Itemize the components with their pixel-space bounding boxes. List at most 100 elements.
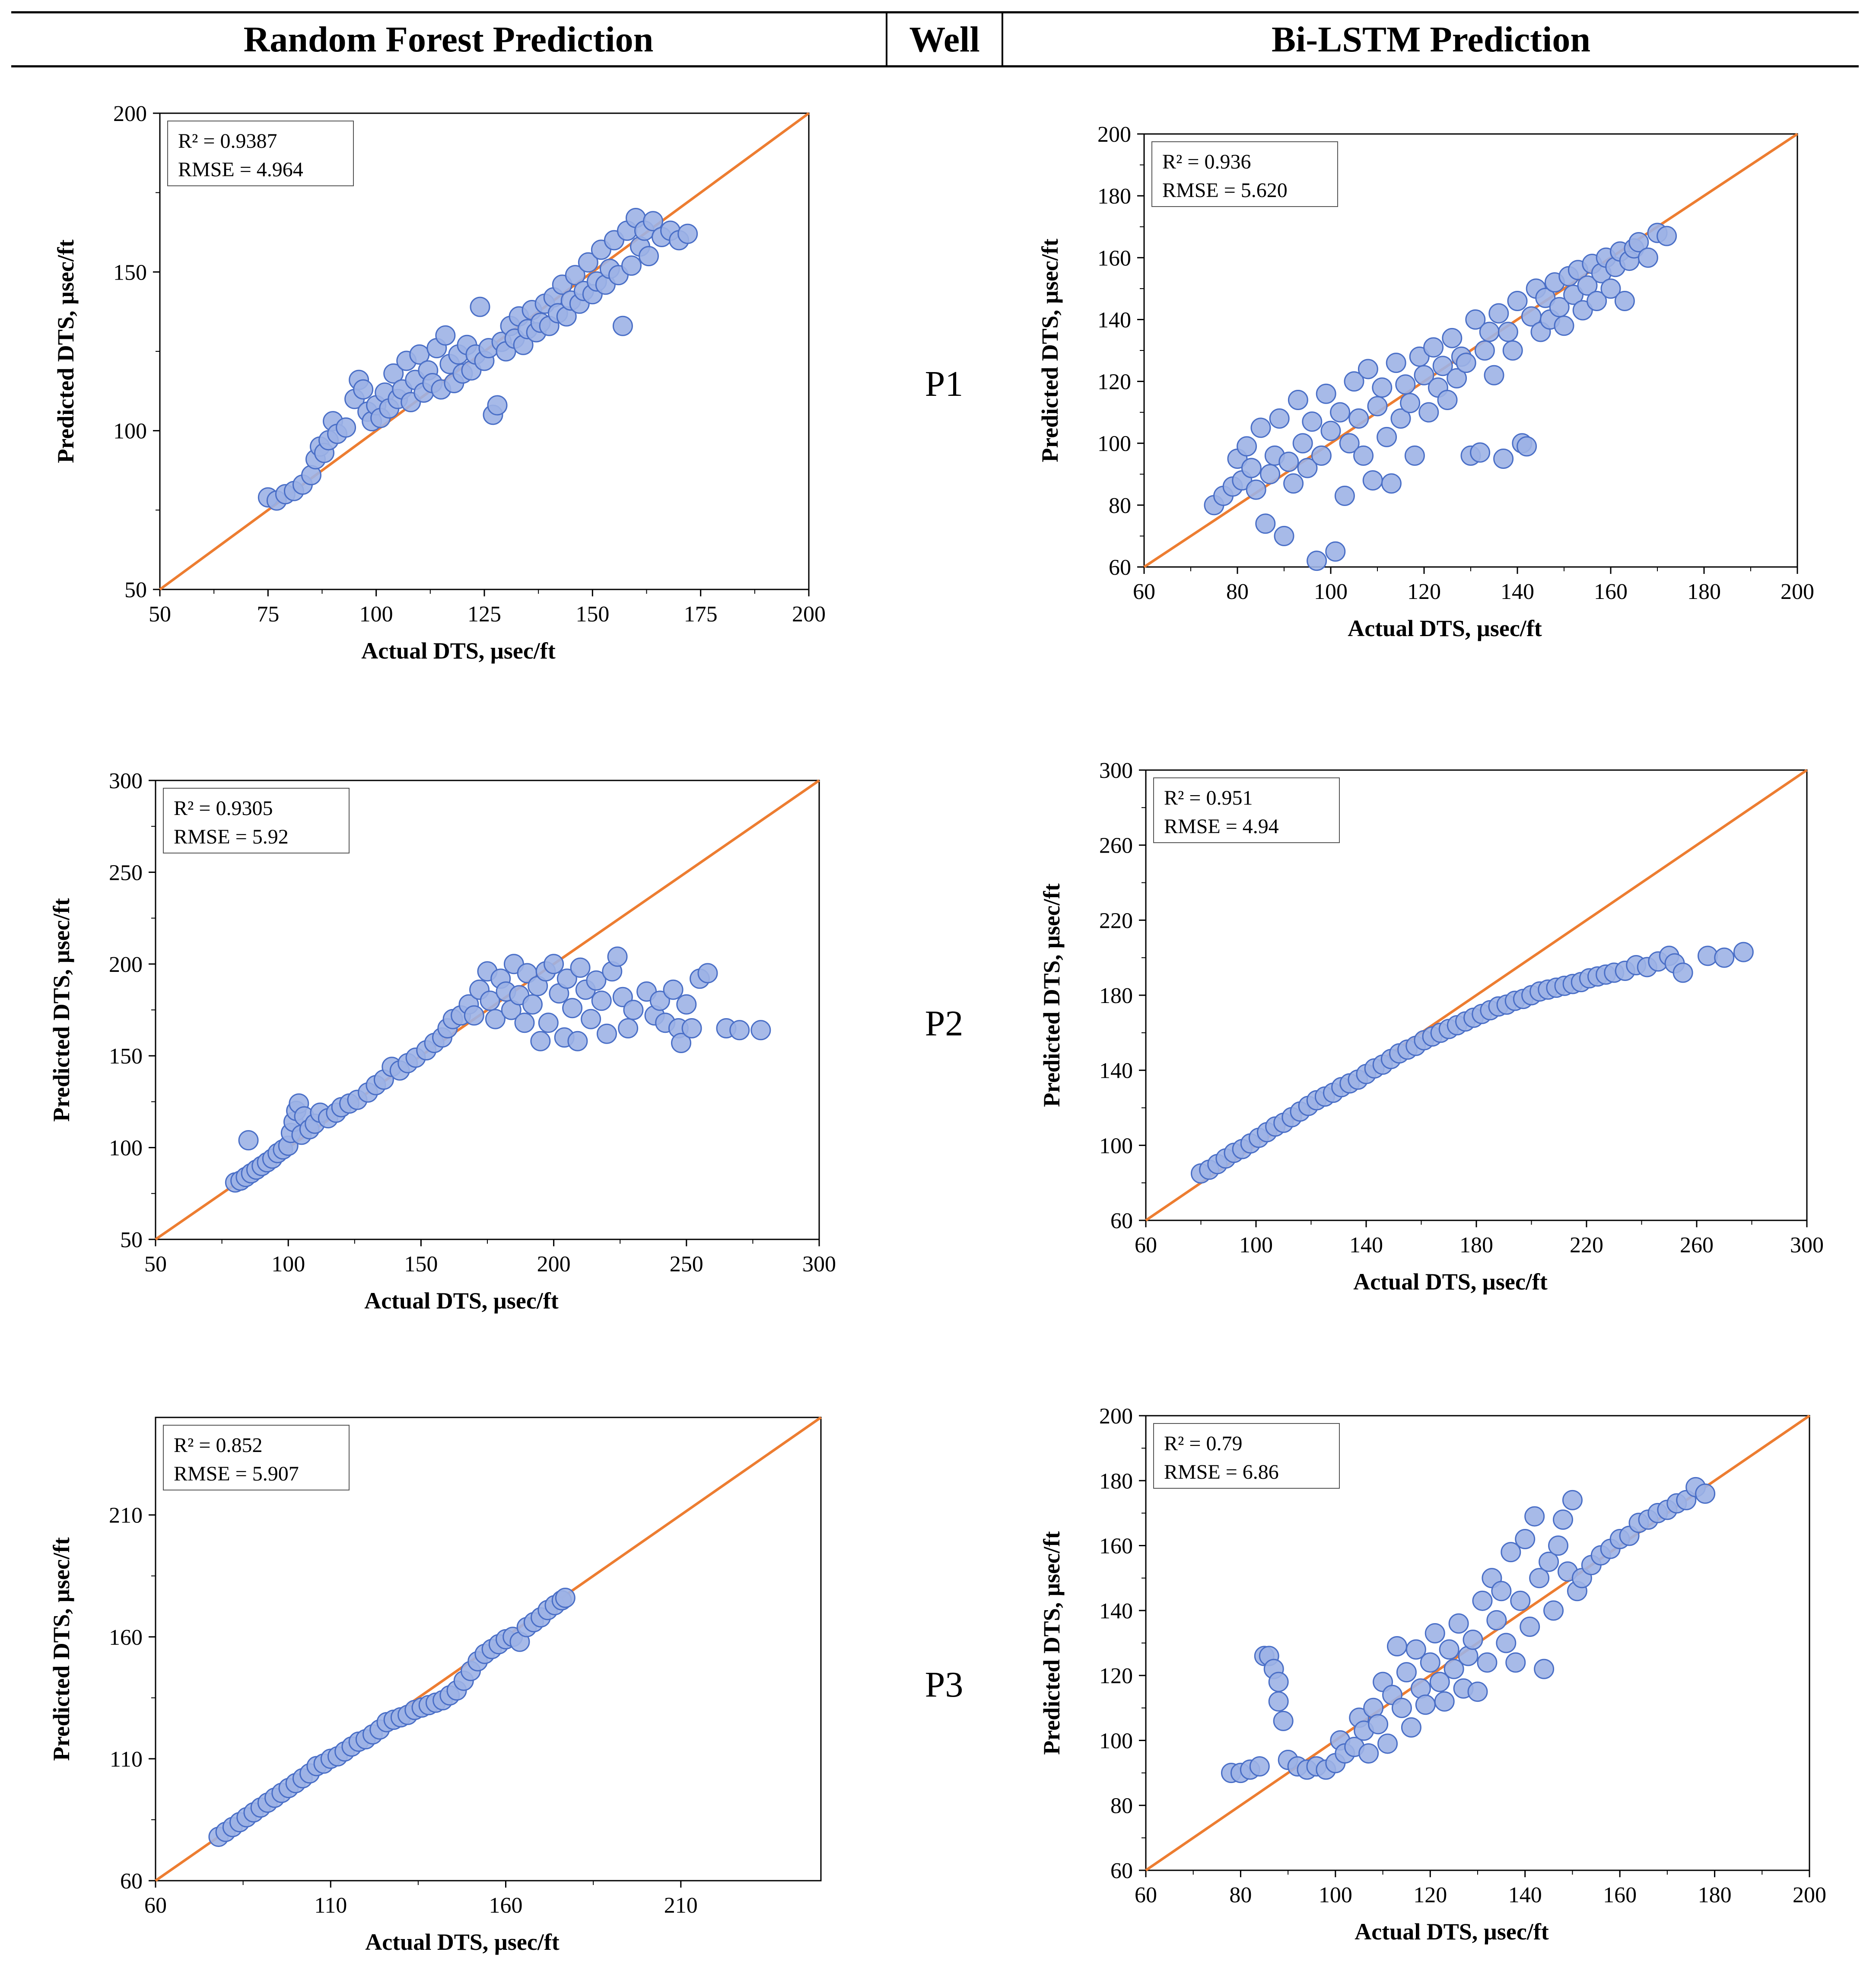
y-tick-label: 220 [1099,908,1133,933]
data-point [1283,473,1304,494]
data-point [1311,445,1332,466]
data-point [1534,1659,1555,1679]
data-point [1325,541,1346,562]
data-point [1520,1616,1540,1637]
data-point [1554,315,1574,336]
data-point [530,1031,551,1051]
data-point [671,1032,692,1053]
data-point [1429,1672,1450,1692]
y-tick-label: 80 [1110,1794,1133,1818]
y-tick-label: 120 [1097,370,1131,395]
data-point [1386,353,1406,373]
data-point [1600,278,1621,299]
data-point [1524,1506,1545,1527]
x-tick-label: 125 [467,602,501,627]
y-tick-label: 150 [109,1044,143,1069]
data-point [1502,340,1523,361]
data-point [1249,1756,1270,1777]
y-tick-label: 180 [1097,184,1131,209]
x-tick-label: 250 [670,1252,703,1277]
data-point [1400,393,1421,414]
data-point [607,946,628,967]
header-bilstm: Bi-LSTM Prediction [1271,19,1591,60]
data-point [1339,433,1360,454]
y-tick-label: 60 [1110,1209,1133,1233]
data-point [1250,417,1271,438]
x-tick-label: 180 [1698,1883,1732,1907]
data-point [1381,473,1402,494]
stats-box [1153,1423,1340,1489]
data-point [729,1020,750,1041]
data-point [464,1005,484,1026]
data-point [1269,408,1290,429]
data-point [596,1023,617,1044]
data-point [1535,287,1556,308]
y-tick-label: 50 [120,1228,143,1252]
data-point [681,1018,702,1038]
x-tick-label: 60 [1135,1883,1157,1907]
data-point [336,417,356,438]
y-tick-label: 260 [1099,834,1133,858]
data-point [1423,337,1444,358]
stats-box [163,1425,350,1490]
data-point [612,315,633,336]
data-point [1377,427,1397,447]
data-point [1260,464,1281,484]
data-point [1307,551,1327,571]
data-point [1572,300,1593,321]
data-point [1288,390,1308,411]
data-point [1628,232,1649,252]
x-axis-label: Actual DTS, µsec/ft [364,1288,559,1314]
data-point [578,252,598,273]
rmse-label: RMSE = 5.92 [174,825,289,848]
y-tick-label: 50 [124,578,147,602]
data-point [623,1000,644,1020]
data-point [1316,383,1336,404]
r2-label: R² = 0.951 [1164,786,1253,809]
data-point [556,968,577,989]
data-point [649,990,670,1011]
data-point [470,296,490,317]
x-tick-label: 60 [144,1893,167,1918]
data-point [1432,356,1453,376]
data-point [1255,513,1276,534]
x-axis-label: Actual DTS, µsec/ft [365,1929,560,1955]
x-tick-label: 50 [144,1252,167,1277]
header-row: Random Forest Prediction Well Bi-LSTM Pr… [11,11,1859,67]
x-tick-label: 60 [1135,1233,1157,1258]
y-tick-label: 160 [109,1625,143,1650]
x-axis-label: Actual DTS, µsec/ft [1355,1919,1549,1945]
r2-label: R² = 0.936 [1162,150,1251,173]
data-point [1273,1710,1294,1731]
y-axis-label: Predicted DTS, µsec/ft [48,1537,74,1761]
well-label-p3: P3 [925,1665,963,1705]
rmse-label: RMSE = 4.964 [178,158,303,181]
y-tick-label: 100 [1099,1729,1133,1753]
well-label-p1: P1 [925,364,963,404]
data-point [1695,1483,1716,1504]
x-tick-label: 160 [489,1893,523,1918]
data-point [1391,1697,1412,1718]
data-point [1377,1733,1398,1754]
well-label-p2: P2 [925,1003,963,1044]
data-point [435,325,456,346]
rmse-label: RMSE = 6.86 [1164,1461,1279,1484]
y-tick-label: 160 [1097,246,1131,271]
x-tick-label: 120 [1413,1883,1447,1907]
data-point [1405,1639,1426,1660]
rmse-label: RMSE = 5.620 [1162,179,1288,202]
x-tick-label: 100 [1314,580,1348,604]
stats-box [1153,777,1340,843]
y-tick-label: 100 [113,419,147,444]
data-point [1292,433,1313,454]
data-point [1515,1529,1536,1550]
data-point [1549,297,1570,318]
x-tick-label: 175 [684,602,718,627]
y-axis-label: Predicted DTS, µsec/ft [1037,239,1063,462]
y-tick-label: 100 [1099,1134,1133,1158]
data-point [1614,290,1635,311]
y-axis-label: Predicted DTS, µsec/ft [53,239,79,463]
